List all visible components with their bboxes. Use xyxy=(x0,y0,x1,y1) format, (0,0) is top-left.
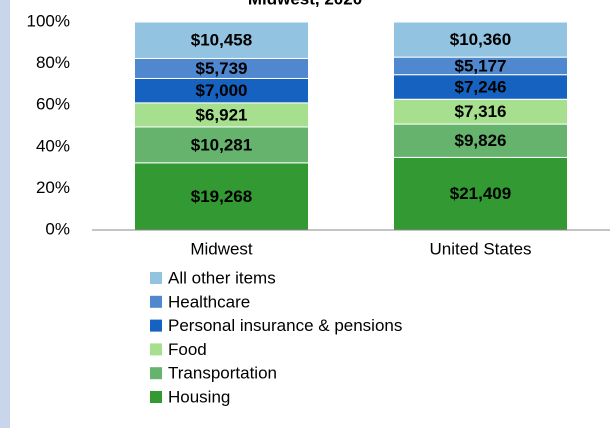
legend-label: Healthcare xyxy=(168,292,250,311)
data-label: $19,268 xyxy=(191,187,252,206)
y-tick-label: 80% xyxy=(36,53,70,72)
legend-label: Transportation xyxy=(168,364,277,383)
x-tick-label: United States xyxy=(429,239,531,258)
bar-segment xyxy=(393,21,568,58)
data-label: $5,177 xyxy=(455,56,507,75)
y-tick-label: 20% xyxy=(36,178,70,197)
bar-segment xyxy=(134,21,309,59)
data-label: $10,360 xyxy=(450,30,511,49)
data-label: $6,921 xyxy=(196,105,248,124)
data-label: $5,739 xyxy=(196,59,248,78)
y-tick-label: 40% xyxy=(36,136,70,155)
legend-label: All other items xyxy=(168,268,276,287)
bar-segment xyxy=(134,162,309,231)
data-label: $7,246 xyxy=(455,77,507,96)
y-tick-label: 60% xyxy=(36,95,70,114)
data-label: $10,281 xyxy=(191,135,252,154)
legend-label: Food xyxy=(168,340,207,359)
legend-swatch xyxy=(150,367,162,380)
legend-swatch xyxy=(150,343,162,356)
bar-segment xyxy=(393,74,568,100)
legend-label: Housing xyxy=(168,387,230,406)
bar-segment xyxy=(134,77,309,104)
legend-swatch xyxy=(150,272,162,284)
legend-swatch xyxy=(150,391,162,403)
legend-label: Personal insurance & pensions xyxy=(168,316,402,335)
legend-swatch xyxy=(150,319,162,332)
x-tick-label: Midwest xyxy=(190,239,253,258)
y-tick-label: 100% xyxy=(27,11,70,30)
chart-title: Midwest, 2020 xyxy=(248,0,362,8)
data-label: $9,826 xyxy=(455,131,507,150)
legend-swatch xyxy=(150,295,162,308)
data-label: $7,316 xyxy=(455,102,507,121)
data-label: $7,000 xyxy=(196,81,248,100)
bar-segment xyxy=(134,126,309,164)
bar-segment xyxy=(393,123,568,158)
side-border xyxy=(0,0,10,428)
y-tick-label: 0% xyxy=(45,219,70,238)
data-label: $10,458 xyxy=(191,31,252,50)
bar-segment xyxy=(393,98,568,125)
data-label: $21,409 xyxy=(450,184,511,203)
